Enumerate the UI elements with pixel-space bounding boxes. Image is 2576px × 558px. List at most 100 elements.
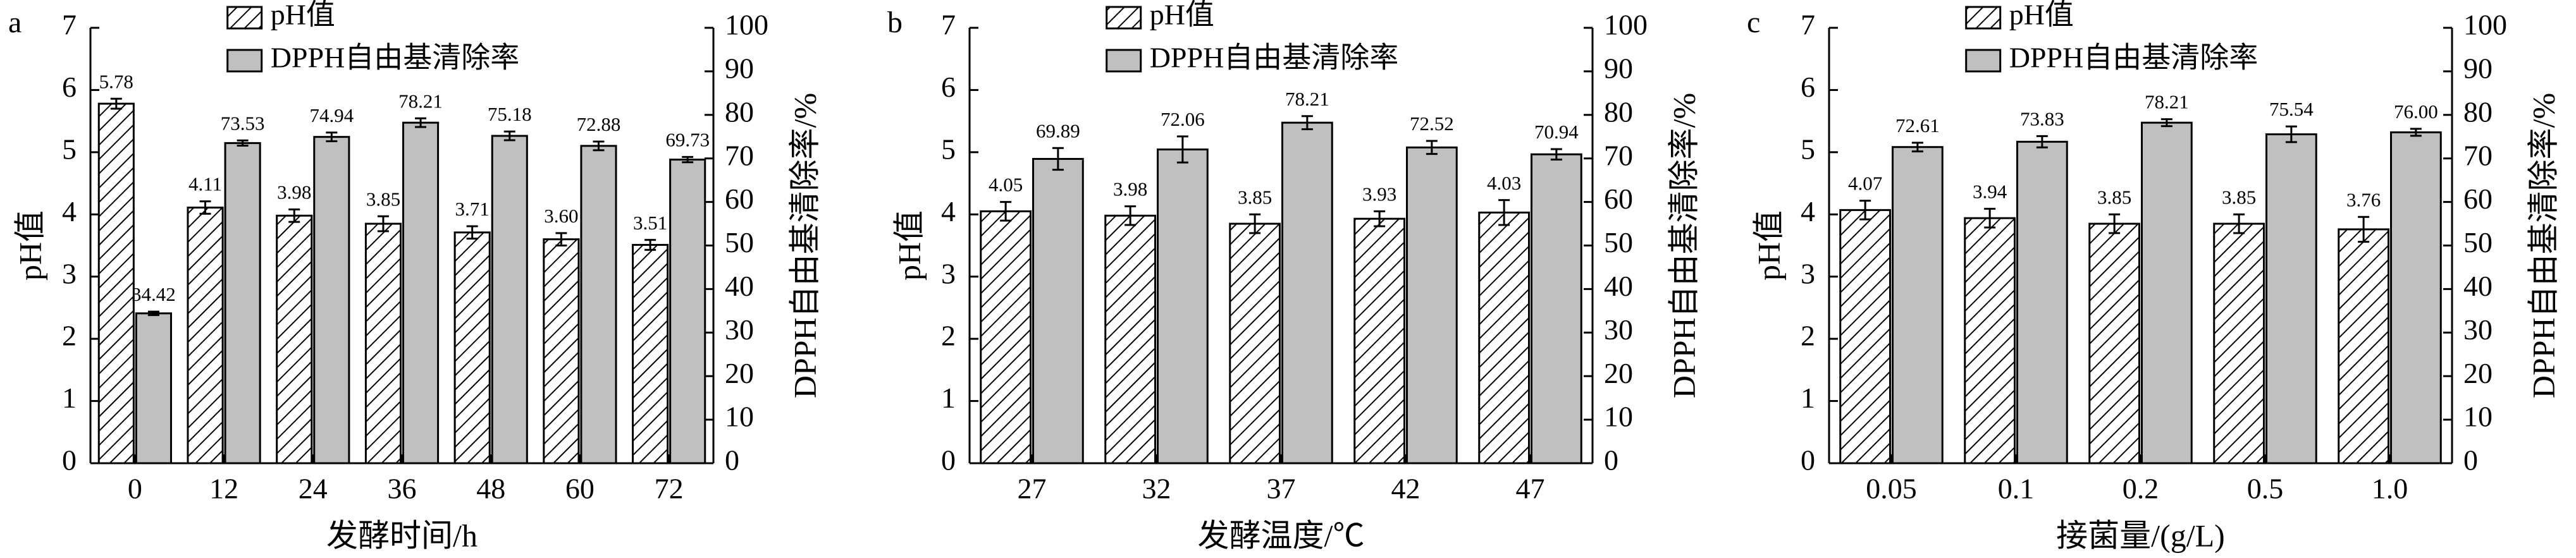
panel-label: b [887, 6, 903, 39]
x-axis-title: 接菌量/(g/L) [2056, 518, 2225, 553]
bar [980, 210, 1032, 464]
value-label: 75.54 [2269, 98, 2314, 120]
value-label: 3.85 [2222, 186, 2256, 208]
error-bar [237, 139, 249, 147]
value-label: 3.98 [1113, 178, 1147, 200]
bar [1104, 214, 1157, 464]
panel-label: c [1747, 6, 1760, 39]
bar [1478, 211, 1531, 464]
y2-tick-label: 100 [725, 9, 768, 41]
value-label: 73.53 [221, 112, 265, 134]
value-label: 3.94 [1973, 181, 2007, 203]
legend-swatch [1965, 6, 2002, 30]
bar [632, 244, 669, 464]
y2-tick-label: 40 [725, 270, 754, 302]
bar [1032, 157, 1084, 464]
y-tick-label: 0 [1801, 444, 1815, 476]
y-tick-label: 4 [1801, 195, 1815, 227]
bar [1839, 209, 1892, 464]
x-tick-label: 27 [1018, 473, 1047, 505]
value-label: 3.85 [1238, 186, 1272, 208]
y2-tick-label: 70 [2463, 139, 2493, 171]
y2-tick-label: 90 [1604, 52, 1633, 84]
x-tick-label: 0.05 [1866, 473, 1917, 505]
error-bar [1550, 148, 1562, 161]
y2-tick-label: 100 [2463, 9, 2507, 41]
error-bar [555, 232, 567, 246]
error-bar [377, 215, 389, 233]
value-label: 5.78 [99, 70, 133, 92]
y2-tick-label: 80 [1604, 95, 1633, 128]
y2-tick-label: 50 [1604, 226, 1633, 258]
value-label: 78.21 [1285, 88, 1329, 110]
y2-tick-label: 10 [1604, 401, 1633, 433]
y2-axis-title: DPPH自由基清除率/% [787, 93, 822, 398]
bar [1157, 149, 1209, 464]
bar [1406, 146, 1458, 464]
error-bar [1176, 135, 1188, 164]
x-tick-label: 12 [209, 473, 238, 505]
value-label: 78.21 [398, 90, 443, 112]
value-label: 3.85 [366, 188, 400, 210]
x-tick-label: 1.0 [2372, 473, 2408, 505]
error-bar [199, 200, 211, 215]
y-tick-label: 2 [941, 320, 956, 352]
bar [453, 231, 491, 464]
legend-swatch [1106, 6, 1142, 30]
bar [276, 214, 313, 464]
bar [224, 142, 261, 464]
y2-tick-label: 10 [725, 401, 754, 433]
bar [2390, 131, 2442, 464]
error-bar [644, 239, 656, 251]
error-bar [503, 130, 515, 142]
x-tick-label: 24 [299, 473, 328, 505]
y2-tick-label: 20 [725, 357, 754, 389]
bar [1964, 217, 2016, 464]
bar [1281, 121, 1333, 464]
error-bar [2285, 125, 2297, 143]
bar [1353, 217, 1406, 464]
x-tick-label: 47 [1516, 473, 1545, 505]
y2-tick-label: 30 [725, 313, 754, 346]
y-tick-label: 5 [1801, 133, 1815, 165]
y2-tick-label: 70 [725, 139, 754, 171]
bar [2265, 133, 2317, 464]
value-label: 4.07 [1848, 173, 1882, 195]
legend-label: pH值 [1150, 0, 1214, 31]
value-label: 3.60 [544, 205, 578, 227]
bar [402, 121, 440, 464]
error-bar [1911, 142, 1923, 153]
y2-tick-label: 10 [2463, 401, 2493, 433]
y2-tick-label: 30 [1604, 313, 1633, 346]
y-tick-label: 7 [941, 9, 956, 41]
y-tick-label: 1 [941, 382, 956, 414]
y2-tick-label: 60 [2463, 183, 2493, 215]
y2-tick-label: 0 [725, 444, 739, 476]
y2-axis-title: DPPH自由基清除率/% [2525, 93, 2561, 398]
value-label: 78.21 [2145, 91, 2189, 113]
x-tick-label: 36 [388, 473, 417, 505]
y2-tick-label: 50 [725, 226, 754, 258]
y2-tick-label: 80 [725, 95, 754, 128]
y2-tick-label: 60 [1604, 183, 1633, 215]
legend-swatch [1965, 49, 2002, 73]
x-tick-label: 0.2 [2123, 473, 2159, 505]
x-tick-label: 0.5 [2247, 473, 2284, 505]
y-tick-label: 2 [1801, 320, 1815, 352]
x-tick-label: 32 [1142, 473, 1171, 505]
y2-tick-label: 0 [1604, 444, 1618, 476]
bar [364, 222, 402, 464]
error-bar [110, 97, 122, 110]
y2-tick-label: 90 [725, 52, 754, 84]
value-label: 4.05 [989, 174, 1023, 196]
value-label: 3.51 [633, 212, 667, 234]
error-bar [593, 140, 605, 152]
error-bar [1000, 201, 1012, 222]
bar [1531, 153, 1582, 464]
y-tick-label: 3 [1801, 257, 1815, 289]
value-label: 3.98 [277, 181, 311, 203]
error-bar [466, 225, 478, 240]
bar [2213, 222, 2265, 464]
value-label: 75.18 [488, 103, 532, 125]
